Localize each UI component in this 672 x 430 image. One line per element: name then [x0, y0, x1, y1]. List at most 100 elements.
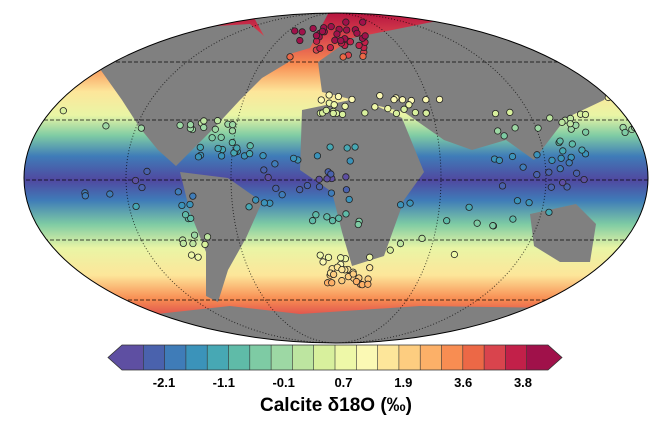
- site: [568, 140, 576, 148]
- site: [303, 181, 311, 190]
- site: [333, 30, 341, 38]
- site: [309, 217, 317, 225]
- site: [203, 233, 212, 241]
- site: [371, 103, 379, 111]
- site: [233, 144, 241, 152]
- site: [259, 152, 267, 160]
- site: [213, 117, 222, 125]
- site: [319, 258, 327, 266]
- site: [246, 142, 254, 150]
- site: [335, 214, 343, 222]
- site: [327, 23, 335, 31]
- site: [326, 143, 334, 151]
- site: [422, 96, 430, 104]
- colorbar-tick-label: -2.1: [153, 375, 175, 390]
- site: [580, 175, 588, 184]
- site: [137, 124, 145, 132]
- site: [337, 37, 345, 45]
- site: [316, 251, 324, 259]
- site: [546, 114, 554, 122]
- site: [406, 199, 414, 207]
- site: [208, 134, 216, 142]
- site: [598, 54, 606, 62]
- site: [443, 217, 451, 225]
- site: [138, 183, 146, 192]
- site: [190, 231, 199, 239]
- site: [563, 183, 571, 191]
- site: [411, 108, 419, 117]
- site: [271, 160, 279, 168]
- site: [398, 96, 407, 104]
- site: [338, 277, 346, 285]
- site: [59, 107, 67, 115]
- site: [323, 175, 331, 183]
- map-border: [23, 12, 649, 344]
- sample-sites: [59, 18, 639, 289]
- site: [330, 101, 338, 109]
- site: [352, 277, 361, 286]
- site: [312, 211, 320, 219]
- site: [323, 213, 331, 221]
- site: [342, 186, 351, 194]
- site: [630, 45, 639, 54]
- site: [245, 203, 253, 211]
- site: [435, 95, 444, 104]
- colorbar-swatch: [164, 345, 187, 370]
- site: [353, 29, 361, 37]
- site: [338, 266, 346, 274]
- colorbar-swatch: [143, 345, 166, 370]
- site: [348, 95, 356, 104]
- site: [106, 190, 114, 198]
- site: [604, 29, 612, 37]
- site: [272, 184, 280, 192]
- site: [519, 163, 527, 171]
- site: [194, 253, 202, 261]
- site: [317, 96, 325, 104]
- colorbar-arrow-high: [548, 345, 562, 370]
- site: [558, 118, 566, 126]
- site: [339, 53, 347, 61]
- site: [355, 41, 363, 50]
- site: [312, 32, 321, 40]
- site: [495, 156, 503, 164]
- site: [324, 253, 333, 261]
- site: [489, 222, 497, 230]
- site: [548, 156, 556, 164]
- site: [342, 210, 350, 218]
- site: [131, 176, 140, 185]
- colorbar-swatch: [207, 345, 229, 370]
- site: [345, 195, 353, 204]
- site: [508, 152, 517, 161]
- site: [186, 200, 194, 209]
- site: [326, 43, 334, 52]
- site: [396, 239, 405, 248]
- colorbar-swatch: [462, 345, 485, 370]
- site: [624, 60, 632, 68]
- site: [296, 36, 304, 45]
- colorbar-outline: [107, 344, 563, 371]
- colorbar-swatch: [398, 345, 421, 370]
- site: [545, 168, 553, 176]
- site: [229, 121, 237, 129]
- site: [214, 144, 222, 153]
- site: [318, 27, 327, 35]
- site: [557, 154, 565, 162]
- site: [189, 192, 197, 200]
- site: [217, 133, 225, 141]
- site: [624, 65, 633, 73]
- colorbar-swatch: [526, 345, 549, 370]
- site: [187, 251, 196, 259]
- site: [194, 153, 203, 161]
- site: [329, 109, 337, 117]
- site: [201, 240, 209, 249]
- site: [349, 270, 357, 278]
- colorbar-swatch: [377, 345, 400, 370]
- site: [556, 137, 564, 145]
- site: [200, 123, 208, 132]
- site: [200, 117, 208, 125]
- site: [346, 157, 354, 165]
- site: [559, 147, 567, 155]
- site: [342, 18, 350, 26]
- colorbar-tick-label: 0.7: [334, 375, 352, 390]
